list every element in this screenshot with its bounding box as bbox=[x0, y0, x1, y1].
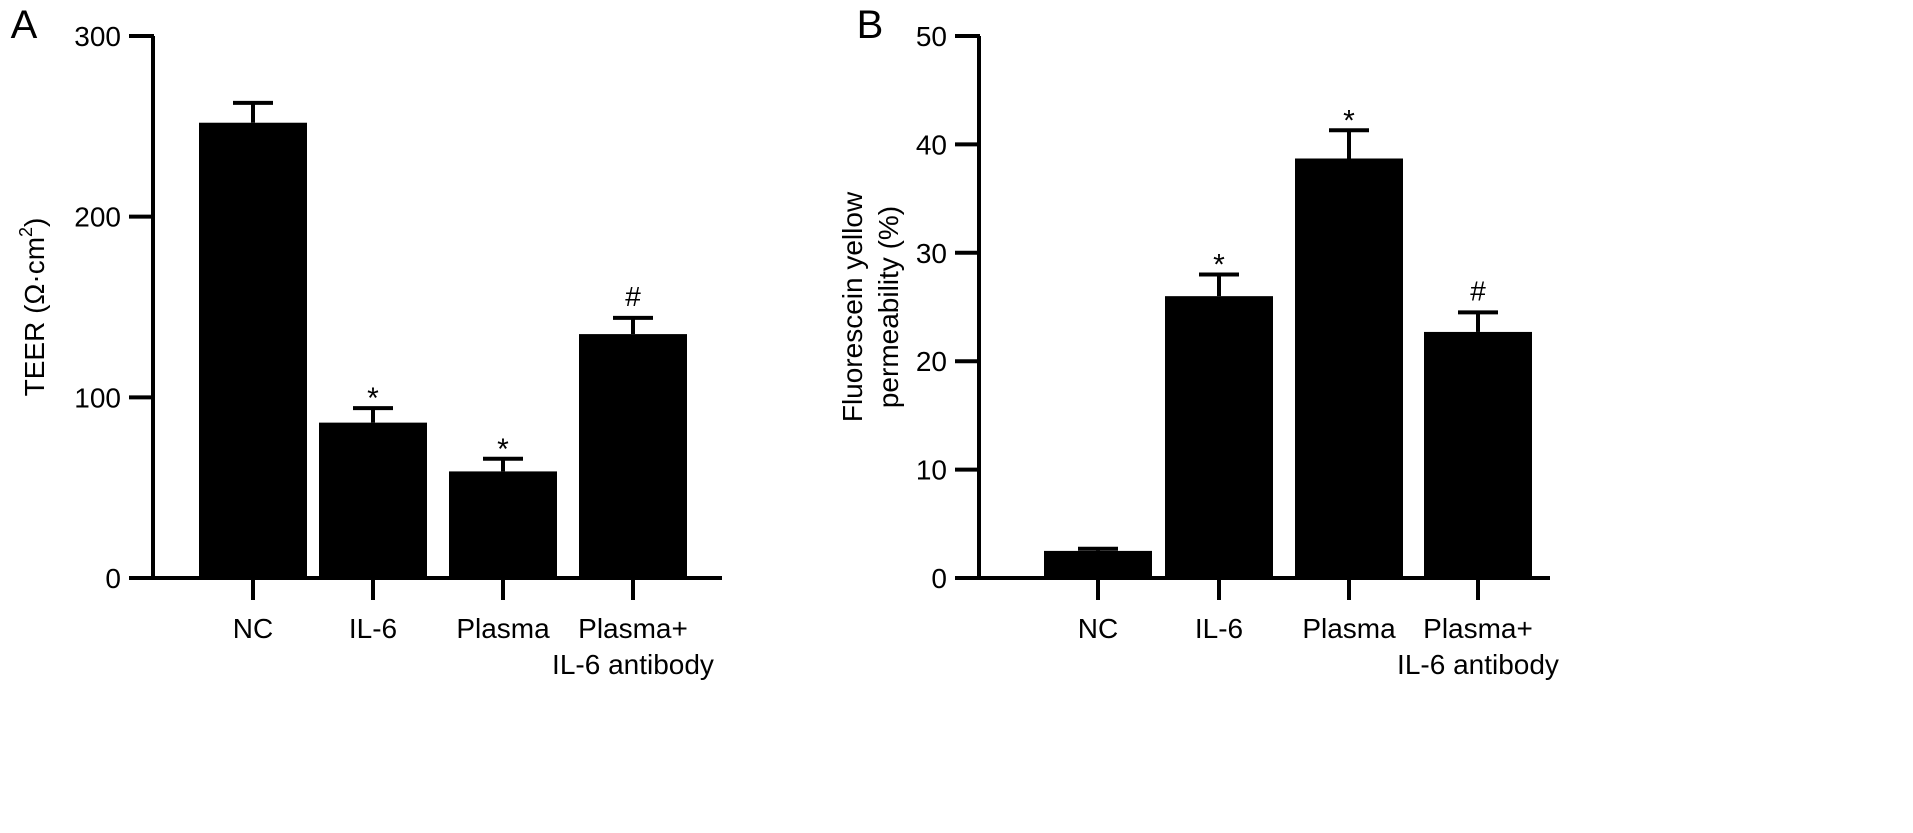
x-tick-label: IL-6 bbox=[349, 613, 397, 644]
y-tick-label: 200 bbox=[74, 202, 121, 233]
panel-a: A 0 100 200 300 NC * IL-6 * Plasma # Plasma+ IL-6 an… bbox=[11, 3, 722, 680]
x-tick-label: IL-6 antibody bbox=[1397, 649, 1559, 680]
x-tick-label: IL-6 bbox=[1195, 613, 1243, 644]
significance-marker: # bbox=[1470, 275, 1486, 306]
y-axis-label-superscript: 2 bbox=[16, 227, 36, 237]
y-axis-label: TEER (Ω·cm2) bbox=[16, 218, 50, 397]
x-tick-label: Plasma bbox=[1302, 613, 1396, 644]
y-axis-label-line: Fluorescein yellow bbox=[837, 191, 868, 422]
bar bbox=[449, 471, 557, 578]
panel-label: A bbox=[11, 3, 38, 47]
bar bbox=[319, 422, 427, 578]
bar bbox=[1165, 296, 1273, 578]
significance-marker: * bbox=[497, 433, 509, 466]
y-axis-label-main: TEER (Ω·cm bbox=[19, 237, 50, 396]
panel-b: B 0 10 20 30 40 50 NC * IL-6 * Plasma # Plasma+ IL-6 a… bbox=[837, 3, 1559, 680]
bar bbox=[1044, 550, 1152, 578]
y-tick-label: 30 bbox=[916, 238, 947, 269]
significance-marker: * bbox=[1213, 248, 1225, 281]
x-tick-label: NC bbox=[233, 613, 273, 644]
significance-marker: # bbox=[625, 281, 641, 312]
x-tick-label: Plasma+ bbox=[1423, 613, 1533, 644]
y-tick-label: 0 bbox=[931, 563, 947, 594]
y-axis-label: Fluorescein yellow permeability (%) bbox=[837, 191, 904, 422]
y-axis-label-line: permeability (%) bbox=[873, 206, 904, 408]
y-tick-label: 10 bbox=[916, 455, 947, 486]
x-tick-label: NC bbox=[1078, 613, 1118, 644]
y-axis-label-close: ) bbox=[19, 218, 50, 227]
y-tick-label: 40 bbox=[916, 129, 947, 160]
panel-label: B bbox=[857, 3, 884, 47]
x-tick-label: IL-6 antibody bbox=[552, 649, 714, 680]
y-tick-label: 20 bbox=[916, 346, 947, 377]
x-tick-label: Plasma+ bbox=[578, 613, 688, 644]
bar bbox=[1424, 331, 1532, 578]
y-tick-label: 100 bbox=[74, 382, 121, 413]
significance-marker: * bbox=[367, 382, 379, 415]
bar bbox=[1295, 158, 1403, 578]
x-tick-label: Plasma bbox=[456, 613, 550, 644]
y-tick-label: 50 bbox=[916, 21, 947, 52]
bar bbox=[579, 334, 687, 578]
y-tick-label: 300 bbox=[74, 21, 121, 52]
y-tick-label: 0 bbox=[105, 563, 121, 594]
bar bbox=[199, 122, 307, 578]
significance-marker: * bbox=[1343, 104, 1355, 137]
